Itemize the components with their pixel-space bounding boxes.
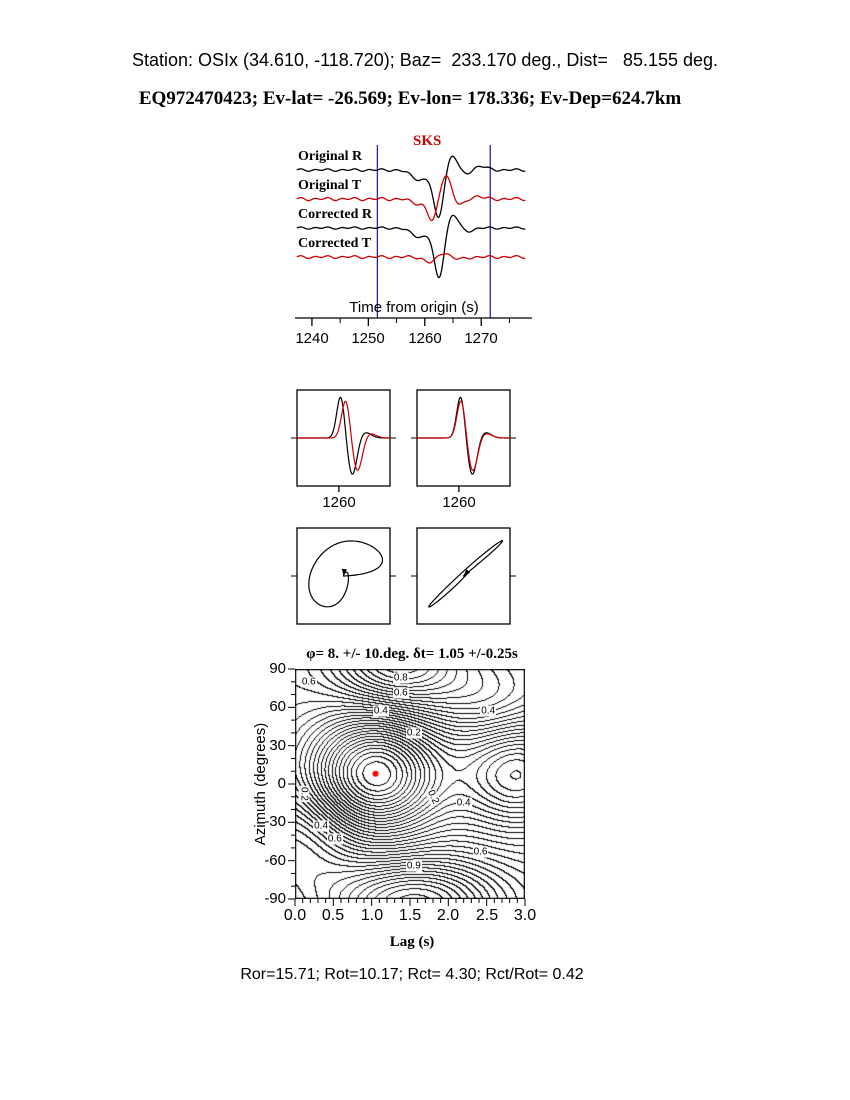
- trace-label-original-r: Original R: [298, 149, 363, 164]
- lag-tick-15: 1.5: [398, 907, 422, 924]
- lag-tick-05: 0.5: [321, 907, 345, 924]
- time-tick-1260: 1260: [408, 330, 442, 347]
- station-header: Station: OSIx (34.610, -118.720); Baz= 2…: [131, 50, 719, 70]
- trace-label-corrected-r: Corrected R: [298, 207, 372, 222]
- contour-label: 0.9: [405, 860, 422, 872]
- azimuth-tick-60: 60: [269, 698, 286, 715]
- lag-tick-10: 1.0: [360, 907, 384, 924]
- contour-label: 0.6: [300, 676, 317, 688]
- contour-label: 0.2: [298, 786, 310, 803]
- contour-label: 0.8: [392, 672, 409, 684]
- contour-label: 0.6: [472, 846, 489, 858]
- measurement-title: φ= 8. +/- 10.deg. δt= 1.05 +/-0.25s: [306, 646, 518, 662]
- window-waveform-plot: [291, 389, 516, 492]
- trace-label-original-t: Original T: [298, 178, 362, 193]
- window-tick-left: 1260: [322, 494, 356, 511]
- lag-tick-25: 2.5: [475, 907, 499, 924]
- azimuth-tick-m90: -90: [264, 890, 286, 907]
- azimuth-tick-90: 90: [269, 660, 286, 677]
- seismogram-plot: [295, 145, 532, 326]
- trace-label-corrected-t: Corrected T: [298, 236, 371, 251]
- azimuth-tick-0: 0: [277, 775, 286, 792]
- contour-label: 0.2: [405, 727, 422, 739]
- azimuth-tick-m30: -30: [264, 813, 286, 830]
- azimuth-tick-m60: -60: [264, 852, 286, 869]
- time-tick-1270: 1270: [464, 330, 498, 347]
- energy-axes: [288, 668, 526, 906]
- contour-label: 0.4: [480, 705, 497, 717]
- lag-tick-0: 0.0: [283, 907, 307, 924]
- lag-axis-label: Lag (s): [389, 934, 435, 950]
- particle-motion-plot: [291, 527, 516, 625]
- time-axis-label: Time from origin (s): [349, 299, 479, 316]
- result-summary: Ror=15.71; Rot=10.17; Rct= 4.30; Rct/Rot…: [240, 966, 584, 983]
- contour-label: 0.4: [313, 820, 330, 832]
- lag-tick-20: 2.0: [436, 907, 460, 924]
- window-tick-right: 1260: [442, 494, 476, 511]
- lag-tick-30: 3.0: [513, 907, 537, 924]
- contour-label: 0.4: [372, 705, 389, 717]
- time-tick-1240: 1240: [295, 330, 329, 347]
- contour-label: 0.6: [326, 833, 343, 845]
- phase-label: SKS: [413, 133, 442, 149]
- event-header: EQ972470423; Ev-lat= -26.569; Ev-lon= 17…: [138, 88, 682, 109]
- contour-label: 0.4: [455, 797, 472, 809]
- azimuth-tick-30: 30: [269, 737, 286, 754]
- contour-label: 0.6: [392, 687, 409, 699]
- time-tick-1250: 1250: [351, 330, 385, 347]
